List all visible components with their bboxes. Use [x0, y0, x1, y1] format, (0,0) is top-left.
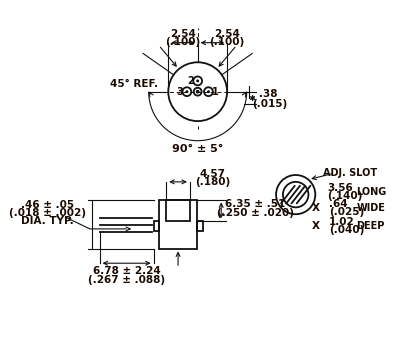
- Bar: [160, 199, 197, 248]
- Text: 6.78 ± 2.24: 6.78 ± 2.24: [93, 266, 160, 276]
- Bar: [197, 221, 202, 231]
- Circle shape: [196, 91, 199, 93]
- Text: 45° REF.: 45° REF.: [110, 79, 158, 89]
- Text: DEEP: DEEP: [356, 221, 385, 231]
- Circle shape: [186, 91, 188, 92]
- Text: .46 ± .05: .46 ± .05: [21, 201, 74, 210]
- Bar: [166, 199, 190, 221]
- Circle shape: [197, 80, 198, 82]
- Text: 1.02: 1.02: [329, 217, 355, 227]
- Text: .38: .38: [259, 89, 278, 99]
- Text: LONG: LONG: [356, 187, 387, 197]
- Text: (.040): (.040): [329, 225, 364, 235]
- Text: 2.54: 2.54: [170, 29, 196, 39]
- Text: .64: .64: [329, 199, 348, 209]
- Text: 1: 1: [212, 87, 219, 97]
- Text: (.015): (.015): [252, 99, 288, 110]
- Text: X: X: [312, 203, 320, 214]
- Text: (.100): (.100): [165, 37, 201, 47]
- Bar: [154, 221, 160, 231]
- Text: DIA. TYP.: DIA. TYP.: [21, 216, 74, 226]
- Text: (.180): (.180): [195, 177, 230, 187]
- Text: 3: 3: [177, 87, 184, 97]
- Text: 4.57: 4.57: [199, 169, 225, 179]
- Text: (.267 ± .088): (.267 ± .088): [88, 275, 165, 285]
- Circle shape: [208, 91, 209, 92]
- Text: WIDE: WIDE: [356, 203, 385, 214]
- Text: 3.56: 3.56: [327, 183, 353, 193]
- Text: (.018 ± .002): (.018 ± .002): [9, 208, 86, 218]
- Text: (.100): (.100): [210, 37, 245, 47]
- Text: (.250 ± .020): (.250 ± .020): [217, 208, 294, 218]
- Text: 6.35 ± .51: 6.35 ± .51: [225, 199, 286, 209]
- Text: 90° ± 5°: 90° ± 5°: [172, 144, 223, 154]
- Text: (.140): (.140): [327, 191, 362, 201]
- Text: 2.54: 2.54: [214, 29, 240, 39]
- Text: (.025): (.025): [329, 207, 364, 217]
- Text: 2: 2: [188, 76, 194, 86]
- Text: ADJ. SLOT: ADJ. SLOT: [322, 168, 377, 178]
- Text: X: X: [312, 221, 320, 231]
